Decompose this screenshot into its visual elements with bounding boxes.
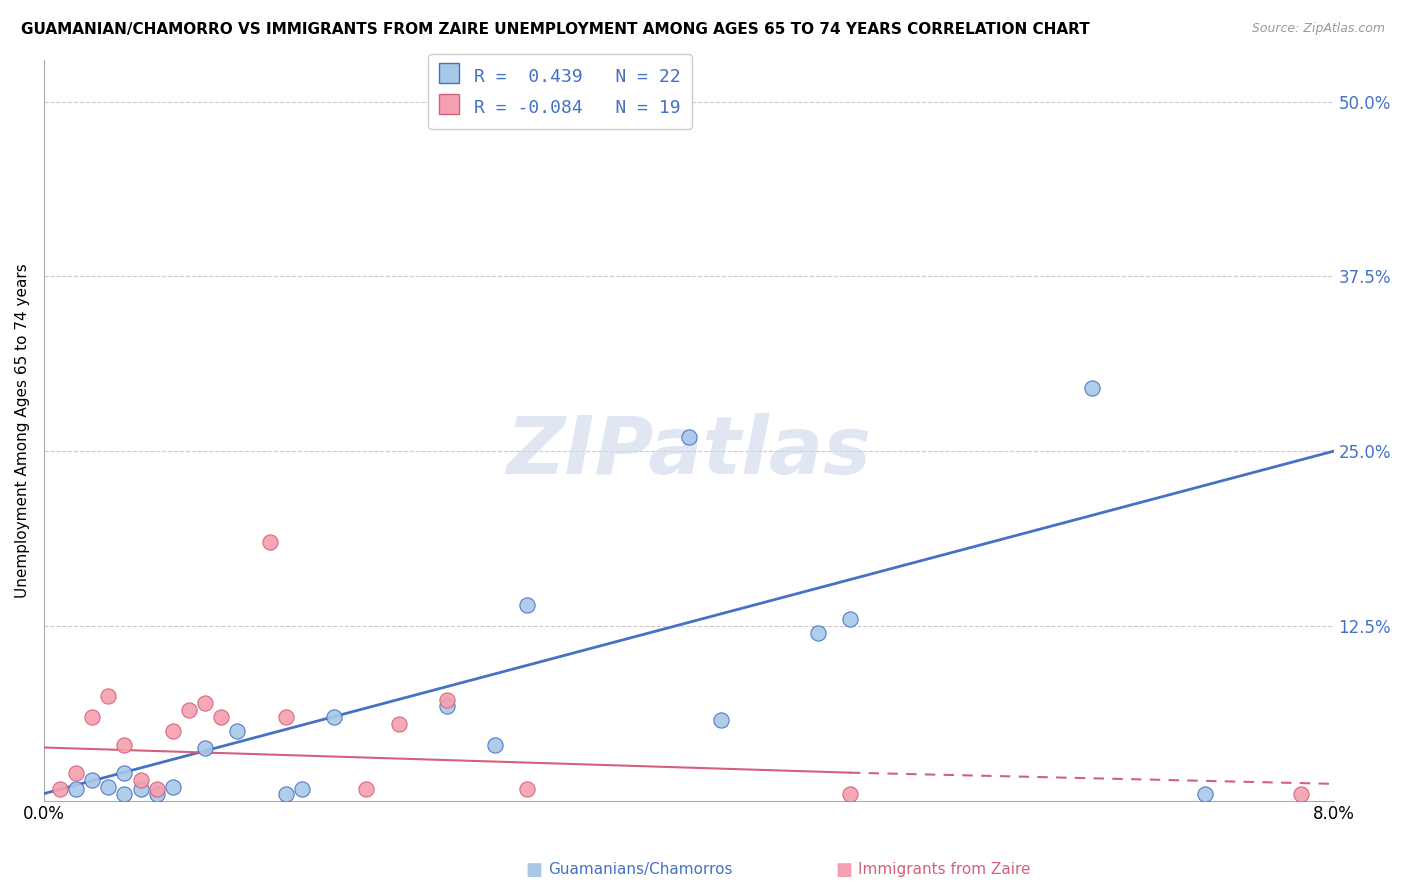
Point (516, 782, 538, 797)
Point (145, 782, 167, 797)
Point (387, 716, 409, 731)
Point (274, 710, 297, 724)
Point (194, 740, 217, 755)
Point (838, 612, 860, 626)
Point (129, 772, 152, 787)
Point (177, 703, 200, 717)
Point (356, 782, 378, 797)
Point (129, 782, 152, 797)
Point (436, 693, 458, 707)
Point (194, 696, 217, 710)
Point (82, 710, 104, 724)
Point (838, 787, 860, 801)
Point (1194, 787, 1216, 801)
Point (436, 698, 458, 713)
Text: ■: ■ (835, 861, 852, 879)
Point (323, 710, 346, 724)
Point (1080, 381, 1102, 395)
Point (209, 710, 232, 724)
Text: ■: ■ (526, 861, 543, 879)
Point (65, 765, 87, 780)
Point (1291, 787, 1313, 801)
Point (678, 430, 700, 444)
Text: Guamanians/Chamorros: Guamanians/Chamorros (548, 863, 733, 877)
Point (516, 598, 538, 612)
Text: GUAMANIAN/CHAMORRO VS IMMIGRANTS FROM ZAIRE UNEMPLOYMENT AMONG AGES 65 TO 74 YEA: GUAMANIAN/CHAMORRO VS IMMIGRANTS FROM ZA… (21, 22, 1090, 37)
Legend: R =  0.439   N = 22, R = -0.084   N = 19: R = 0.439 N = 22, R = -0.084 N = 19 (427, 54, 692, 128)
Text: Immigrants from Zaire: Immigrants from Zaire (858, 863, 1031, 877)
Point (145, 787, 167, 801)
Point (114, 787, 136, 801)
Point (82, 772, 104, 787)
Point (259, 535, 281, 549)
Point (162, 723, 184, 738)
Point (49, 782, 72, 797)
Point (226, 723, 249, 738)
Point (97, 780, 120, 794)
Point (114, 738, 136, 752)
Point (65, 782, 87, 797)
Text: Source: ZipAtlas.com: Source: ZipAtlas.com (1251, 22, 1385, 36)
Point (114, 765, 136, 780)
Point (807, 626, 830, 640)
Point (710, 713, 733, 727)
Point (162, 780, 184, 794)
Y-axis label: Unemployment Among Ages 65 to 74 years: Unemployment Among Ages 65 to 74 years (15, 263, 30, 598)
Text: ZIPatlas: ZIPatlas (506, 414, 872, 491)
Point (484, 738, 506, 752)
Point (97, 689, 120, 703)
Point (274, 787, 297, 801)
Point (291, 782, 314, 797)
